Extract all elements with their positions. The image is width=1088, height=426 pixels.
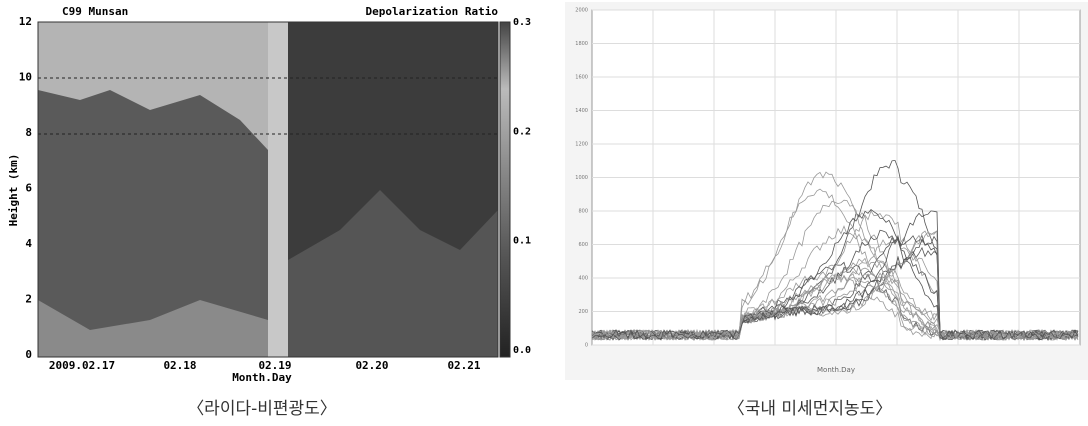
y-tick-label: 2000 (575, 8, 588, 14)
trace (591, 246, 1079, 341)
trace (591, 229, 1079, 341)
x-tick-label: 02.19 (258, 359, 291, 372)
y-tick-label: 1600 (575, 75, 588, 81)
y-label: Height (km) (7, 154, 20, 227)
y-tick-label: 600 (578, 242, 588, 248)
y-tick-label: 800 (578, 209, 588, 215)
y-tick-label: 10 (19, 71, 32, 84)
plot-title: C99 Munsan (62, 5, 128, 18)
x-label: Month.Day (232, 371, 292, 384)
x-label: Month.Day (817, 366, 855, 374)
y-tick-label: 2 (25, 293, 32, 306)
y-tick-label: 200 (578, 309, 588, 315)
y-tick-label: 6 (25, 182, 32, 195)
x-tick-label: 2009.02.17 (49, 359, 115, 372)
pm-figure: 0 200 400 600 800 1000 1200 1400 1600 1800 2000 Mo… (565, 2, 1088, 419)
y-tick-label: 8 (25, 126, 32, 139)
y-tick-label: 0 (585, 343, 588, 349)
plot-frame (37, 21, 499, 358)
colorbar-tick-label: 0.1 (513, 236, 531, 247)
x-tick-label: 02.21 (447, 359, 480, 372)
y-tick-label: 4 (25, 237, 32, 250)
aerosol-layer (38, 90, 268, 357)
colorbar-tick-label: 0.0 (513, 345, 531, 356)
colorbar-tick-label: 0.3 (513, 17, 531, 28)
trace (591, 281, 1079, 341)
y-tick-label: 1400 (575, 108, 588, 114)
y-tick-label: 0 (25, 348, 32, 361)
y-tick-label: 400 (578, 276, 588, 282)
colorbar (499, 21, 511, 358)
lidar-figure: C99 Munsan Depolarization Ratio Height (… (7, 5, 511, 419)
y-tick-label: 1800 (575, 41, 588, 47)
y-tick-label: 12 (19, 15, 32, 28)
trace (591, 210, 1079, 341)
caption: 〈국내 미세먼지농도〉 (728, 399, 893, 419)
caption: 〈라이다-비편광도〉 (187, 399, 337, 419)
colorbar-title: Depolarization Ratio (366, 5, 499, 18)
colorbar-tick-label: 0.2 (513, 126, 531, 137)
lines (591, 159, 1079, 342)
gap-band (268, 22, 288, 357)
y-tick-label: 1200 (575, 142, 588, 148)
x-tick-label: 02.18 (163, 359, 196, 372)
y-tick-label: 1000 (575, 175, 588, 181)
x-tick-label: 02.20 (355, 359, 388, 372)
surface-layer (38, 300, 268, 357)
aerosol-layer (288, 190, 498, 357)
